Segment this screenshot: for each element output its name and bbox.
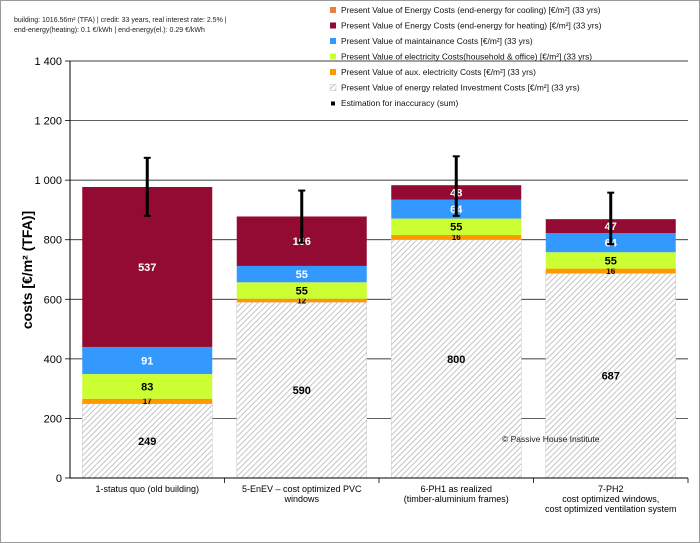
category-label: 7-PH2 <box>598 484 624 494</box>
legend-swatch-heating <box>330 22 336 29</box>
data-label: 55 <box>450 222 462 234</box>
y-tick-label: 800 <box>44 235 62 247</box>
error-bar-layer <box>143 155 615 246</box>
legend-label: Present Value of energy related Investme… <box>341 83 580 93</box>
bar-segment-electricity <box>82 374 213 399</box>
data-label: 249 <box>138 436 156 448</box>
data-label: 800 <box>447 354 465 366</box>
y-tick-label: 200 <box>44 413 62 425</box>
legend-swatch-cooling <box>330 7 336 13</box>
data-label: 687 <box>602 371 620 383</box>
category-label: cost optimized windows, <box>562 494 659 504</box>
legend-label: Present Value of aux. electricity Costs … <box>341 67 536 77</box>
legend-label: Present Value of Energy Costs (end-energ… <box>341 21 602 31</box>
legend: Present Value of Energy Costs (end-energ… <box>329 5 602 108</box>
bar-segment-investment <box>236 302 367 479</box>
bar-segment-electricity <box>545 252 676 269</box>
building-info-line-2: end-energy(heating): 0.1 €/kWh | end-ene… <box>14 27 205 34</box>
legend-swatch-investment <box>329 84 337 91</box>
bar-segment-aux <box>391 234 522 240</box>
legend-swatch-maintenance <box>330 38 336 44</box>
legend-swatch-aux <box>330 69 336 75</box>
bar-segment-electricity <box>236 282 367 299</box>
data-label: 16 <box>452 233 461 242</box>
data-label: 590 <box>293 385 311 397</box>
y-tick-label: 1 200 <box>34 116 62 128</box>
bar-segment-aux <box>236 298 367 303</box>
data-label: 55 <box>296 285 308 297</box>
category-label: cost optimized ventilation system <box>545 504 677 514</box>
y-tick-label: 600 <box>44 294 62 306</box>
legend-label: Estimation for inaccuracy (sum) <box>341 98 458 108</box>
legend-label: Present Value of Energy Costs (end-energ… <box>341 5 601 15</box>
axis-layer: 0 200 400 600 800 1 000 1 200 1 400 1-status quo… <box>34 56 689 514</box>
data-label: 83 <box>141 381 153 393</box>
bar-segment-aux <box>545 268 676 274</box>
data-label: 12 <box>297 296 306 305</box>
y-tick-label: 400 <box>44 354 62 366</box>
bar-segment-maintenance <box>236 265 367 283</box>
category-label: 1-status quo (old building) <box>95 484 199 494</box>
legend-label: Present Value of electricity Costs(house… <box>341 52 592 62</box>
data-label: 91 <box>141 355 153 367</box>
bar-segment-electricity <box>391 218 522 235</box>
category-label: 5-EnEV – cost optimized PVC <box>242 484 362 494</box>
legend-marker-accuracy <box>331 101 335 106</box>
building-info-line-1: building: 1016.56m² (TFA) | credit: 33 y… <box>14 17 227 24</box>
data-label: 16 <box>606 267 615 276</box>
category-label: (timber-aluminium frames) <box>404 494 509 504</box>
building-info: building: 1016.56m² (TFA) | credit: 33 y… <box>14 16 227 36</box>
y-axis-title: costs [€/m² (TFA)] <box>19 211 35 329</box>
data-label: 55 <box>296 269 308 281</box>
data-label: 537 <box>138 262 156 274</box>
bar-segment-investment <box>82 403 213 479</box>
bar-segment-investment <box>391 239 522 479</box>
bar-segment-investment <box>545 273 676 479</box>
data-label: 55 <box>605 255 617 267</box>
legend-label: Present Value of maintainance Costs [€/m… <box>341 36 533 46</box>
y-tick-label: 0 <box>56 473 62 485</box>
bar-layer: 2491783915375901255551668001655644868716… <box>82 185 676 479</box>
legend-swatch-electricity <box>330 53 336 60</box>
copyright-note: © Passive House Institute <box>502 434 600 444</box>
data-label: 17 <box>143 397 152 406</box>
y-tick-label: 1 000 <box>34 175 62 187</box>
bar-segment-aux <box>82 398 213 404</box>
y-tick-label: 1 400 <box>34 56 62 68</box>
category-label: windows <box>283 494 319 504</box>
category-label: 6-PH1 as realized <box>420 484 492 494</box>
bar-segment-maintenance <box>82 346 213 375</box>
